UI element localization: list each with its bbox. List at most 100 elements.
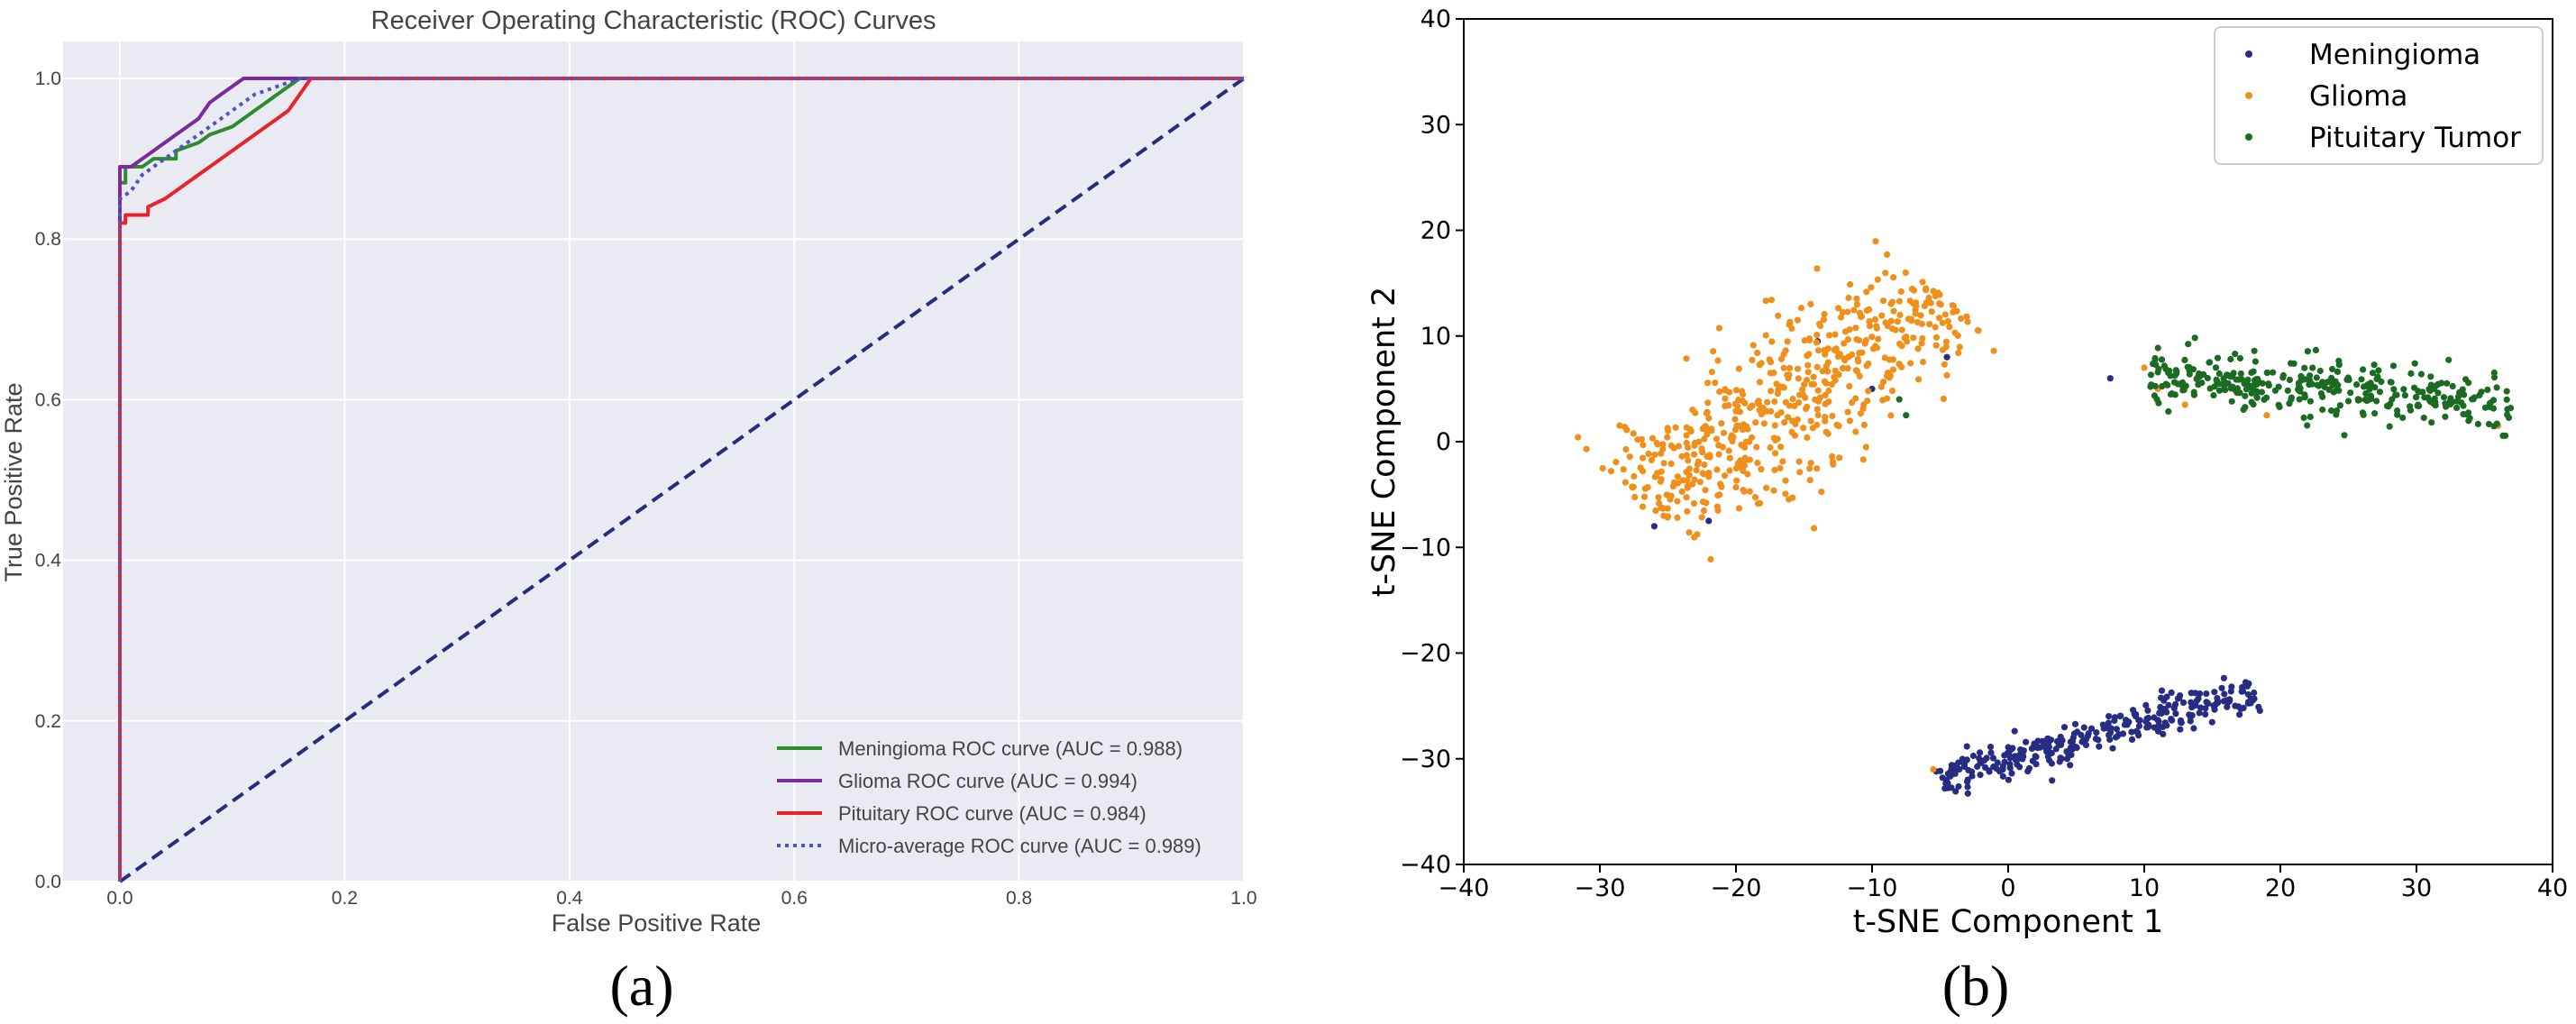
tsne-point-glioma xyxy=(1885,370,1892,377)
tsne-point-meningioma xyxy=(2163,722,2170,729)
tsne-point-glioma xyxy=(1789,417,1796,425)
tsne-point-pituitary xyxy=(2388,379,2395,386)
tsne-point-meningioma xyxy=(2005,751,2013,758)
tsne-point-glioma xyxy=(1715,325,1723,332)
tsne-point-meningioma xyxy=(1955,759,1962,766)
tsne-point-meningioma xyxy=(2080,736,2087,744)
tsne-point-glioma xyxy=(1889,298,1896,306)
tsne-point-glioma xyxy=(1806,477,1813,484)
tsne-point-glioma xyxy=(1890,274,1897,281)
tsne-point-glioma xyxy=(1847,280,1854,288)
tsne-point-glioma xyxy=(1644,484,1651,491)
tsne-point-glioma xyxy=(1803,377,1811,384)
tsne-point-glioma xyxy=(1852,428,1859,435)
tsne-point-pituitary xyxy=(2172,367,2179,374)
tsne-y-ticks: −40 −30 −20 −10 0 10 20 30 40 xyxy=(1400,5,1464,879)
tsne-point-glioma xyxy=(1754,349,1761,357)
tsne-point-pituitary xyxy=(2279,371,2287,379)
tsne-point-pituitary xyxy=(2233,385,2241,392)
tsne-point-meningioma xyxy=(1982,763,1989,772)
tsne-point-glioma xyxy=(1894,318,1901,325)
tsne-point-glioma xyxy=(1814,411,1822,419)
tsne-point-glioma xyxy=(1963,313,1970,320)
tsne-point-glioma xyxy=(1822,347,1830,354)
tsne-point-glioma xyxy=(1753,443,1760,451)
tsne-point-meningioma xyxy=(2157,703,2164,711)
tsne-point-meningioma xyxy=(1969,752,1977,760)
tsne-point-glioma xyxy=(1691,476,1698,483)
tsne-point-glioma xyxy=(1857,410,1864,417)
tsne-point-meningioma xyxy=(2224,703,2231,710)
tsne-point-pituitary xyxy=(2258,389,2265,396)
tsne-point-glioma xyxy=(1872,238,1879,245)
tsne-point-glioma xyxy=(1841,355,1848,362)
tsne-point-pituitary xyxy=(2487,399,2494,407)
tsne-point-glioma xyxy=(1918,340,1925,347)
tsne-point-pituitary xyxy=(2170,379,2178,386)
tsne-point-pituitary xyxy=(2375,367,2382,374)
tsne-point-pituitary xyxy=(2341,432,2348,439)
tsne-point-glioma xyxy=(1814,347,1822,354)
tsne-point-pituitary xyxy=(2385,403,2392,410)
roc-y-ticks: 0.0 0.2 0.4 0.6 0.8 1.0 xyxy=(35,69,62,892)
tsne-point-glioma xyxy=(1860,421,1868,428)
tsne-point-pituitary xyxy=(2236,354,2243,362)
tsne-point-glioma xyxy=(1674,473,1681,480)
tsne-point-pituitary xyxy=(2232,351,2239,358)
tsne-point-pituitary xyxy=(2171,391,2179,398)
tsne-point-meningioma xyxy=(2190,725,2197,732)
tsne-point-glioma xyxy=(1846,326,1853,334)
tsne-point-meningioma xyxy=(1987,749,1995,756)
tsne-point-pituitary xyxy=(2485,420,2492,428)
tsne-point-glioma xyxy=(1912,300,1919,307)
tsne-point-meningioma xyxy=(2172,710,2179,718)
tsne-point-glioma xyxy=(1726,389,1733,396)
tsne-point-glioma xyxy=(1813,421,1821,429)
tsne-point-meningioma xyxy=(1989,754,1997,762)
tsne-point-glioma xyxy=(1704,379,1712,387)
tsne-point-pituitary xyxy=(2407,370,2415,377)
tsne-point-pituitary xyxy=(2259,379,2266,387)
tsne-point-meningioma xyxy=(2197,704,2205,711)
tsne-point-glioma xyxy=(1803,405,1810,413)
tsne-point-glioma xyxy=(1814,398,1822,405)
tsne-point-meningioma xyxy=(2196,709,2203,717)
tsne-point-glioma xyxy=(1807,300,1814,307)
tsne-point-glioma xyxy=(1699,498,1707,506)
tsne-legend-marker-glioma xyxy=(2245,92,2252,99)
tsne-point-glioma xyxy=(1612,458,1620,466)
tsne-point-pituitary xyxy=(2154,344,2161,352)
tsne-point-glioma xyxy=(1735,365,1742,372)
tsne-series-pituitary xyxy=(1895,334,2515,439)
tsne-point-glioma xyxy=(1616,422,1623,429)
tsne-point-meningioma xyxy=(1964,778,1971,785)
tsne-point-glioma xyxy=(1821,310,1828,318)
tsne-point-meningioma xyxy=(1943,353,1950,361)
tsne-point-glioma xyxy=(1889,356,1896,363)
tsne-point-meningioma xyxy=(2202,705,2209,712)
tsne-point-pituitary xyxy=(2297,388,2304,395)
tsne-point-meningioma xyxy=(2065,751,2072,759)
tsne-point-glioma xyxy=(1935,315,1943,322)
tsne-point-meningioma xyxy=(2053,737,2061,745)
tsne-point-glioma xyxy=(1648,456,1655,463)
tsne-point-glioma xyxy=(1784,338,1791,345)
roc-legend-label-glioma: Glioma ROC curve (AUC = 0.994) xyxy=(838,770,1137,792)
tsne-point-pituitary xyxy=(2393,391,2400,398)
tsne-point-meningioma xyxy=(1939,774,1946,782)
tsne-point-glioma xyxy=(1805,351,1813,358)
tsne-point-glioma xyxy=(1796,469,1804,476)
roc-x-tick-label: 0.6 xyxy=(781,888,808,909)
tsne-point-pituitary xyxy=(2390,386,2398,393)
tsne-point-pituitary xyxy=(2430,385,2438,392)
tsne-point-glioma xyxy=(1645,450,1652,458)
tsne-point-glioma xyxy=(1784,371,1791,379)
tsne-point-meningioma xyxy=(2211,689,2218,696)
tsne-point-glioma xyxy=(1795,399,1803,407)
tsne-point-glioma xyxy=(1749,434,1756,441)
tsne-x-tick-label: −40 xyxy=(1439,874,1490,902)
tsne-point-pituitary xyxy=(2411,360,2418,367)
tsne-point-glioma xyxy=(1941,361,1948,368)
tsne-point-glioma xyxy=(1874,344,1881,352)
tsne-point-glioma xyxy=(1848,351,1856,358)
